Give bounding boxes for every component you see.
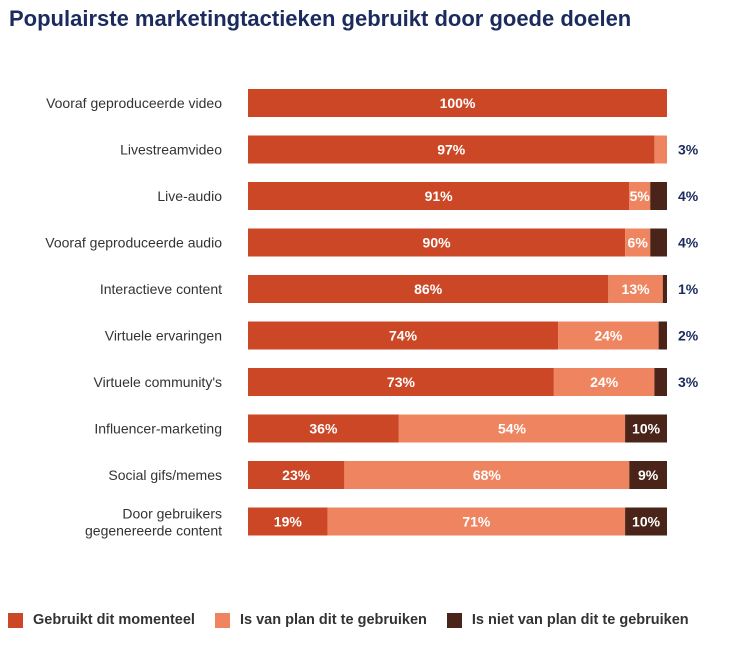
data-label-current-interactieve-content: 86% [414,281,443,297]
legend-item-planned: Is van plan dit te gebruiken [214,612,427,628]
bar-planned-livestreamvideo [654,135,667,164]
bar-planned-virtuele-community-s [553,368,655,396]
legend-label-current: Gebruikt dit momenteel [33,612,195,628]
bar-planned-vooraf-geproduceerde-audio [625,228,651,257]
bar-not-planned-virtuele-community-s [654,368,667,396]
legend: Gebruikt dit momenteel Is van plan dit t… [8,612,709,628]
outside-label-live-audio: 4% [678,188,699,204]
bar-planned-social-gifs-memes [344,461,630,489]
category-label-vooraf-geproduceerde-video: Vooraf geproduceerde video [46,95,222,111]
data-label-planned-door-gebruikers-gegenereerde-content: 71% [462,514,491,530]
bar-current-virtuele-community-s [248,368,554,396]
category-label-door-gebruikers-gegenereerde-content: Door gebruikers gegenereerde content [85,506,222,539]
bar-current-interactieve-content [248,275,609,303]
data-label-current-vooraf-geproduceerde-video: 100% [440,95,476,111]
bar-current-vooraf-geproduceerde-audio [248,228,626,257]
data-label-planned-interactieve-content: 13% [622,281,651,297]
data-label-not-planned-social-gifs-memes: 9% [638,467,659,483]
bar-current-livestreamvideo [248,135,655,164]
bar-not-planned-vooraf-geproduceerde-audio [650,228,667,257]
bar-current-live-audio [248,182,630,210]
data-label-planned-live-audio: 5% [630,188,651,204]
data-label-not-planned-door-gebruikers-gegenereerde-content: 10% [632,514,661,530]
bar-planned-virtuele-ervaringen [558,321,659,350]
data-label-current-virtuele-community-s: 73% [387,374,416,390]
bar-not-planned-live-audio [650,182,667,210]
data-label-planned-vooraf-geproduceerde-audio: 6% [628,235,649,251]
bar-current-vooraf-geproduceerde-video [248,89,667,117]
category-label-influencer-marketing: Influencer-marketing [94,421,222,437]
outside-label-vooraf-geproduceerde-audio: 4% [678,235,699,251]
bar-current-door-gebruikers-gegenereerde-content [248,507,328,536]
legend-label-planned: Is van plan dit te gebruiken [239,612,427,628]
data-label-planned-influencer-marketing: 54% [498,421,527,437]
legend-swatch-current [8,612,23,628]
bar-current-social-gifs-memes [248,461,345,489]
bar-planned-influencer-marketing [398,414,626,443]
bar-planned-door-gebruikers-gegenereerde-content [327,507,626,536]
chart-title: Populairste marketingtactieken gebruikt … [9,6,632,31]
bar-not-planned-door-gebruikers-gegenereerde-content [625,507,667,536]
data-label-current-vooraf-geproduceerde-audio: 90% [423,235,452,251]
legend-item-current: Gebruikt dit momenteel [8,612,195,628]
data-label-planned-social-gifs-memes: 68% [473,467,502,483]
data-label-current-influencer-marketing: 36% [309,421,338,437]
bar-not-planned-interactieve-content [662,275,667,303]
outside-label-virtuele-ervaringen: 2% [678,328,699,344]
outside-label-virtuele-community-s: 3% [678,374,699,390]
bar-current-influencer-marketing [248,414,399,443]
data-label-not-planned-influencer-marketing: 10% [632,421,661,437]
bar-not-planned-virtuele-ervaringen [658,321,667,350]
bar-planned-interactieve-content [608,275,663,303]
data-label-current-live-audio: 91% [425,188,454,204]
category-label-livestreamvideo: Livestreamvideo [120,142,222,158]
data-label-current-virtuele-ervaringen: 74% [389,328,418,344]
outside-label-interactieve-content: 1% [678,281,699,297]
category-label-social-gifs-memes: Social gifs/memes [108,467,222,483]
bar-not-planned-social-gifs-memes [629,461,667,489]
category-label-virtuele-community-s: Virtuele community's [94,374,222,390]
data-label-planned-virtuele-ervaringen: 24% [594,328,623,344]
bar-planned-live-audio [629,182,651,210]
data-label-current-door-gebruikers-gegenereerde-content: 19% [274,514,303,530]
legend-swatch-not-planned [446,612,462,628]
bar-current-virtuele-ervaringen [248,321,559,350]
category-label-vooraf-geproduceerde-audio: Vooraf geproduceerde audio [45,235,222,251]
legend-label-not-planned: Is niet van plan dit te gebruiken [471,612,689,628]
category-label-virtuele-ervaringen: Virtuele ervaringen [105,328,222,344]
data-label-planned-virtuele-community-s: 24% [590,374,619,390]
stacked-bar-chart: Vooraf geproduceerde video 100% Livestream… [45,89,699,539]
outside-label-livestreamvideo: 3% [678,142,699,158]
legend-swatch-planned [214,612,230,628]
data-label-current-livestreamvideo: 97% [437,142,466,158]
legend-item-not-planned: Is niet van plan dit te gebruiken [446,612,689,628]
data-label-current-social-gifs-memes: 23% [282,467,311,483]
category-label-interactieve-content: Interactieve content [100,281,222,297]
bar-not-planned-influencer-marketing [625,414,667,443]
category-label-live-audio: Live-audio [157,188,222,204]
